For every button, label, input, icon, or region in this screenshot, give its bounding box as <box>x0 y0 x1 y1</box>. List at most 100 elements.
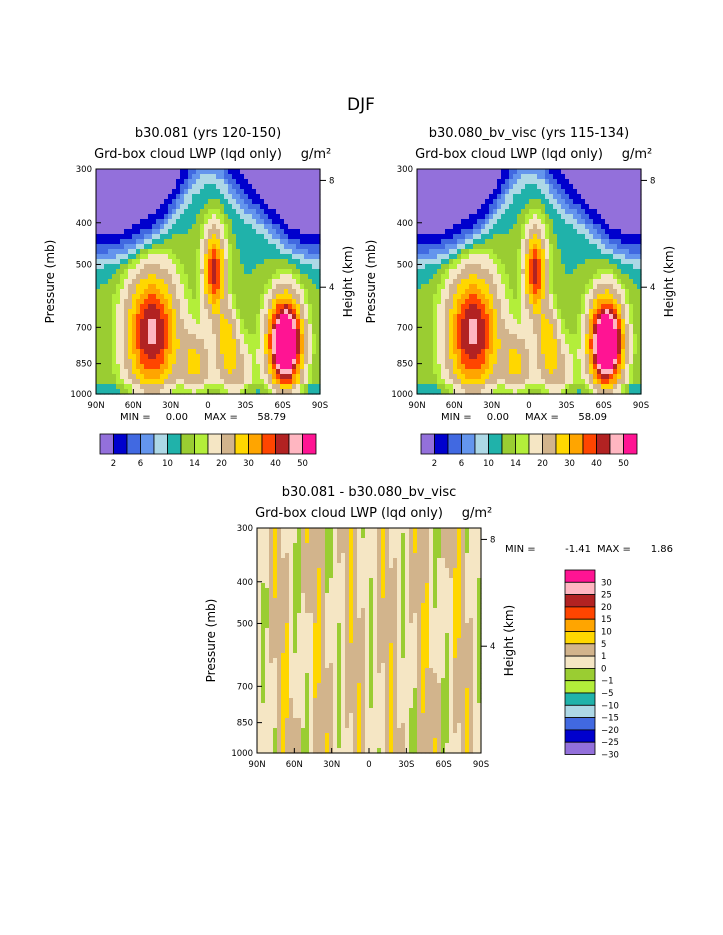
contour-cell <box>312 349 317 355</box>
contour-cell <box>112 259 117 265</box>
contour-cell <box>184 339 189 345</box>
contour-cell <box>581 339 586 345</box>
contour-cell <box>112 169 117 175</box>
contour-cell <box>308 184 313 190</box>
contour-cell <box>533 264 538 270</box>
contour-cell <box>240 204 245 210</box>
contour-cell <box>276 329 281 335</box>
contour-cell <box>236 304 241 310</box>
contour-cell <box>172 169 177 175</box>
contour-cell <box>228 169 233 175</box>
contour-cell <box>280 344 285 350</box>
contour-cell <box>236 334 241 340</box>
contour-cell <box>188 194 193 200</box>
contour-cell <box>501 259 506 265</box>
contour-cell <box>120 389 125 395</box>
contour-cell <box>236 249 241 255</box>
contour-cell <box>457 264 462 270</box>
contour-cell <box>140 364 145 370</box>
contour-cell <box>621 299 626 305</box>
contour-cell <box>176 314 181 320</box>
contour-cell <box>577 169 582 175</box>
contour-cell <box>120 324 125 330</box>
contour-cell <box>240 299 245 305</box>
contour-cell <box>180 379 185 385</box>
contour-cell <box>100 184 105 190</box>
contour-cell <box>493 329 498 335</box>
contour-cell <box>525 199 530 205</box>
contour-cell <box>621 359 626 365</box>
contour-cell <box>116 344 121 350</box>
contour-cell <box>180 284 185 290</box>
contour-cell <box>220 214 225 220</box>
contour-cell <box>545 359 550 365</box>
contour-cell <box>272 179 277 185</box>
contour-cell <box>581 364 586 370</box>
contour-cell <box>268 169 273 175</box>
contour-cell <box>304 244 309 250</box>
contour-cell <box>236 199 241 205</box>
contour-cell <box>585 339 590 345</box>
contour-cell <box>248 254 253 260</box>
contour-cell <box>513 359 518 365</box>
contour-cell <box>212 294 217 300</box>
contour-cell <box>148 329 153 335</box>
contour-cell <box>260 214 265 220</box>
contour-cell <box>605 334 610 340</box>
contour-cell <box>160 239 165 245</box>
contour-cell <box>200 234 205 240</box>
contour-cell <box>216 194 221 200</box>
contour-cell <box>513 209 518 215</box>
contour-cell <box>573 294 578 300</box>
contour-cell <box>188 234 193 240</box>
contour-cell <box>585 224 590 230</box>
contour-cell <box>308 169 313 175</box>
contour-cell <box>156 364 161 370</box>
contour-cell <box>497 174 502 180</box>
contour-cell <box>629 384 634 390</box>
contour-cell <box>441 384 446 390</box>
contour-cell <box>292 254 297 260</box>
contour-cell <box>272 174 277 180</box>
contour-cell <box>585 329 590 335</box>
contour-cell <box>180 374 185 380</box>
contour-cell <box>569 319 574 325</box>
contour-cell <box>200 334 205 340</box>
contour-cell <box>104 374 109 380</box>
contour-cell <box>308 334 313 340</box>
contour-cell <box>316 324 321 330</box>
contour-cell <box>457 239 462 245</box>
contour-cell <box>176 364 181 370</box>
contour-cell <box>144 284 149 290</box>
contour-cell <box>96 379 101 385</box>
contour-cell <box>280 264 285 270</box>
contour-cell <box>188 379 193 385</box>
contour-cell <box>256 274 261 280</box>
contour-cell <box>252 189 257 195</box>
contour-cell <box>312 294 317 300</box>
contour-cell <box>437 174 442 180</box>
contour-cell <box>272 339 277 345</box>
contour-cell <box>116 389 121 395</box>
contour-cell <box>613 194 618 200</box>
contour-cell <box>132 219 137 225</box>
contour-cell <box>573 304 578 310</box>
contour-cell <box>489 369 494 375</box>
contour-cell <box>581 209 586 215</box>
contour-cell <box>617 219 622 225</box>
contour-cell <box>156 329 161 335</box>
contour-cell <box>601 334 606 340</box>
contour-cell <box>144 244 149 250</box>
contour-cell <box>469 274 474 280</box>
contour-cell <box>629 309 634 315</box>
contour-cell <box>473 264 478 270</box>
contour-cell <box>172 389 177 395</box>
contour-cell <box>128 204 133 210</box>
contour-cell <box>461 369 466 375</box>
contour-cell <box>593 259 598 265</box>
contour-cell <box>593 294 598 300</box>
contour-cell <box>537 179 542 185</box>
contour-cell <box>617 304 622 310</box>
contour-cell <box>549 369 554 375</box>
contour-cell <box>204 264 209 270</box>
